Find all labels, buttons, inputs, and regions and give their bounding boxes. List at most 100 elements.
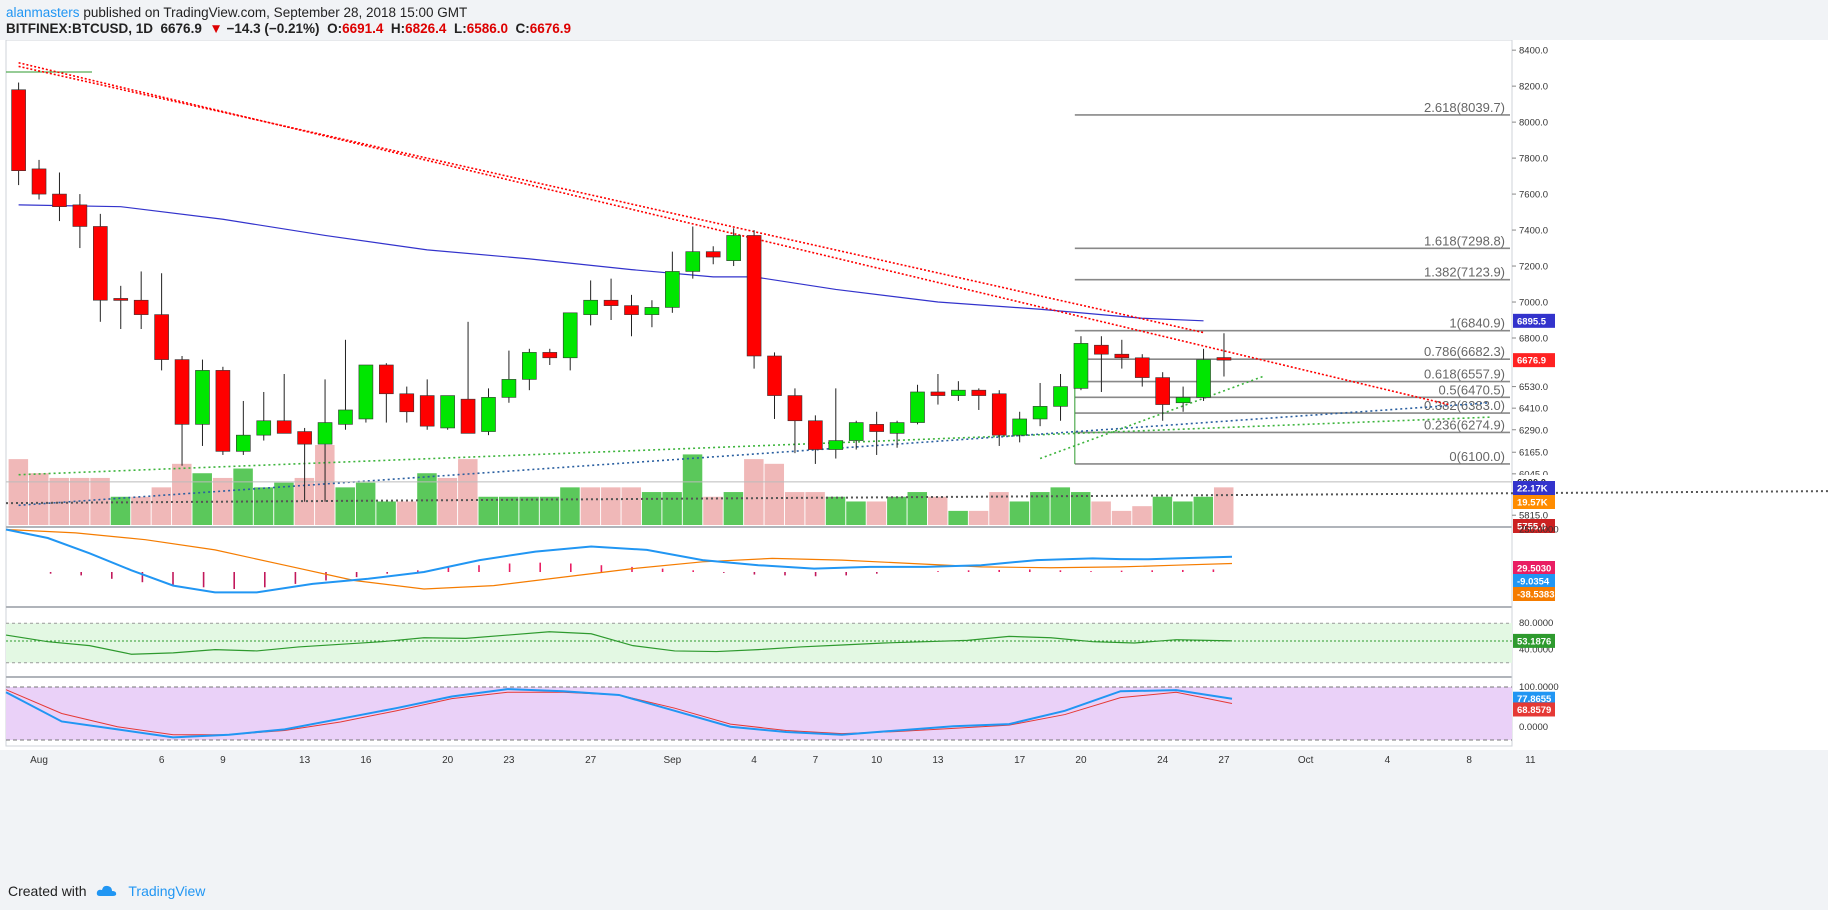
price-tick-label: 8200.0: [1519, 82, 1548, 93]
candle-body: [991, 393, 1007, 436]
price-tick-label: 6410.0: [1519, 404, 1548, 415]
volume-bar: [1111, 510, 1132, 525]
volume-bar: [723, 492, 744, 525]
symbol-label[interactable]: BITFINEX:BTCUSD, 1D: [6, 21, 154, 36]
x-tick-label: Oct: [1298, 755, 1314, 766]
candle-body: [154, 314, 169, 360]
candle-body: [665, 271, 680, 308]
price-tick-label: 8400.0: [1519, 46, 1548, 57]
volume-bar: [989, 492, 1009, 525]
candle-body: [399, 393, 415, 413]
candle-body: [256, 420, 272, 436]
rsi-axis-label: 40.0000: [1519, 645, 1553, 656]
author-link[interactable]: alanmasters: [6, 5, 80, 20]
volume-bar: [498, 496, 519, 525]
last-price-tag-bg: [1513, 353, 1555, 368]
min-price-tag: 5755.0: [1517, 522, 1546, 533]
stoch-band: [6, 687, 1512, 740]
candle-body: [379, 364, 394, 395]
macd-value-tag-0-bg: [1513, 561, 1555, 575]
x-tick-label: 23: [503, 755, 515, 766]
volume-bar: [621, 487, 641, 525]
volume-bar: [948, 510, 968, 525]
volume-tag-1-bg: [1513, 481, 1555, 495]
candle-body: [31, 168, 47, 195]
volume-bar: [458, 459, 478, 525]
volume-bar: [1091, 501, 1111, 525]
candle-body: [460, 398, 476, 434]
volume-bar: [560, 487, 580, 525]
ma-price-tag: 6895.5: [1517, 316, 1547, 327]
x-tick-label: 11: [1525, 755, 1536, 766]
volume-bar: [1009, 501, 1030, 525]
candle-body: [52, 193, 67, 207]
fib-level-label: 1.618(7298.8): [1424, 233, 1505, 248]
last-price: 6676.9: [160, 21, 202, 36]
candle-body: [767, 355, 782, 396]
low-value: 6586.0: [466, 21, 508, 36]
volume-bar: [744, 459, 764, 525]
volume-bar: [1193, 496, 1214, 525]
candlestick-chart[interactable]: Aug 6 9 13 16 20 23 27 Sep 4 7 10 13 17 20 24 27 Oct 4 8 11 8…: [0, 40, 1828, 878]
volume-bar: [907, 492, 928, 525]
high-value: 6826.4: [405, 21, 447, 36]
candle-body: [746, 235, 762, 357]
candle-body: [481, 397, 496, 432]
volume-bar: [703, 496, 723, 525]
candle-body: [236, 434, 251, 452]
volume-bar: [110, 496, 131, 525]
fib-level-label: 0(6100.0): [1449, 449, 1505, 464]
ma-price-tag-bg: [1513, 313, 1555, 328]
fib-level-label: 0.618(6557.9): [1424, 367, 1505, 382]
candle-body: [808, 420, 823, 450]
volume-bar: [580, 487, 601, 525]
volume-bar: [192, 473, 212, 525]
candle-body: [1175, 397, 1191, 404]
price-tick-label: 6800.0: [1519, 334, 1548, 345]
stoch-k-tag-bg: [1513, 691, 1555, 706]
candle-body: [1012, 418, 1027, 436]
fib-level-label: 2.618(8039.7): [1424, 100, 1505, 115]
publish-info: published on TradingView.com, September …: [83, 5, 468, 20]
last-price-tag: 6676.9: [1517, 356, 1546, 367]
symbol-line: BITFINEX:BTCUSD, 1D 6676.9 ▼ −14.3 (−0.2…: [6, 21, 571, 36]
rsi-value-tag: 53.1876: [1517, 636, 1551, 647]
candle-body: [910, 391, 925, 423]
stoch-k-tag: 77.8655: [1517, 694, 1552, 705]
price-tick-label: 7400.0: [1519, 226, 1548, 237]
stoch-axis-label: 0.0000: [1519, 722, 1548, 733]
fib-level-label: 0.382(6383.0): [1424, 398, 1505, 413]
red-trendline-1: [18, 61, 1449, 406]
footer: Created with TradingView: [8, 883, 205, 899]
volume-bar: [29, 473, 49, 525]
fib-level-label: 0.786(6682.3): [1424, 344, 1505, 359]
tradingview-brand[interactable]: TradingView: [128, 883, 206, 899]
x-tick-label: 8: [1466, 755, 1472, 766]
volume-bar: [682, 454, 703, 525]
volume-trendline: [5, 490, 1828, 505]
high-label: H:: [390, 21, 406, 36]
rsi-value-tag-bg: [1513, 633, 1555, 648]
candle-body: [113, 298, 129, 301]
fib-level-label: 1.382(7123.9): [1424, 265, 1505, 280]
candle-body: [174, 359, 190, 425]
price-tick-label: 6530.0: [1519, 382, 1548, 393]
candle-body: [624, 305, 639, 315]
x-tick-label: 13: [299, 755, 311, 766]
volume-bar: [1173, 501, 1193, 525]
candle-body: [440, 395, 455, 429]
x-tick-label: 4: [1385, 755, 1391, 766]
volume-bar: [764, 463, 785, 525]
candle-body: [562, 312, 578, 359]
low-label: L:: [453, 21, 467, 36]
candle-body: [869, 424, 884, 432]
volume-tag-2: 19.57K: [1517, 498, 1548, 509]
macd-signal-line: [5, 528, 1233, 590]
candle-body: [1073, 343, 1089, 389]
candle-body: [276, 420, 292, 434]
volume-bar: [1132, 506, 1152, 525]
volume-bar: [274, 482, 294, 525]
volume-bar: [846, 501, 866, 525]
volume-bar: [49, 477, 69, 525]
candle-body: [133, 299, 149, 315]
